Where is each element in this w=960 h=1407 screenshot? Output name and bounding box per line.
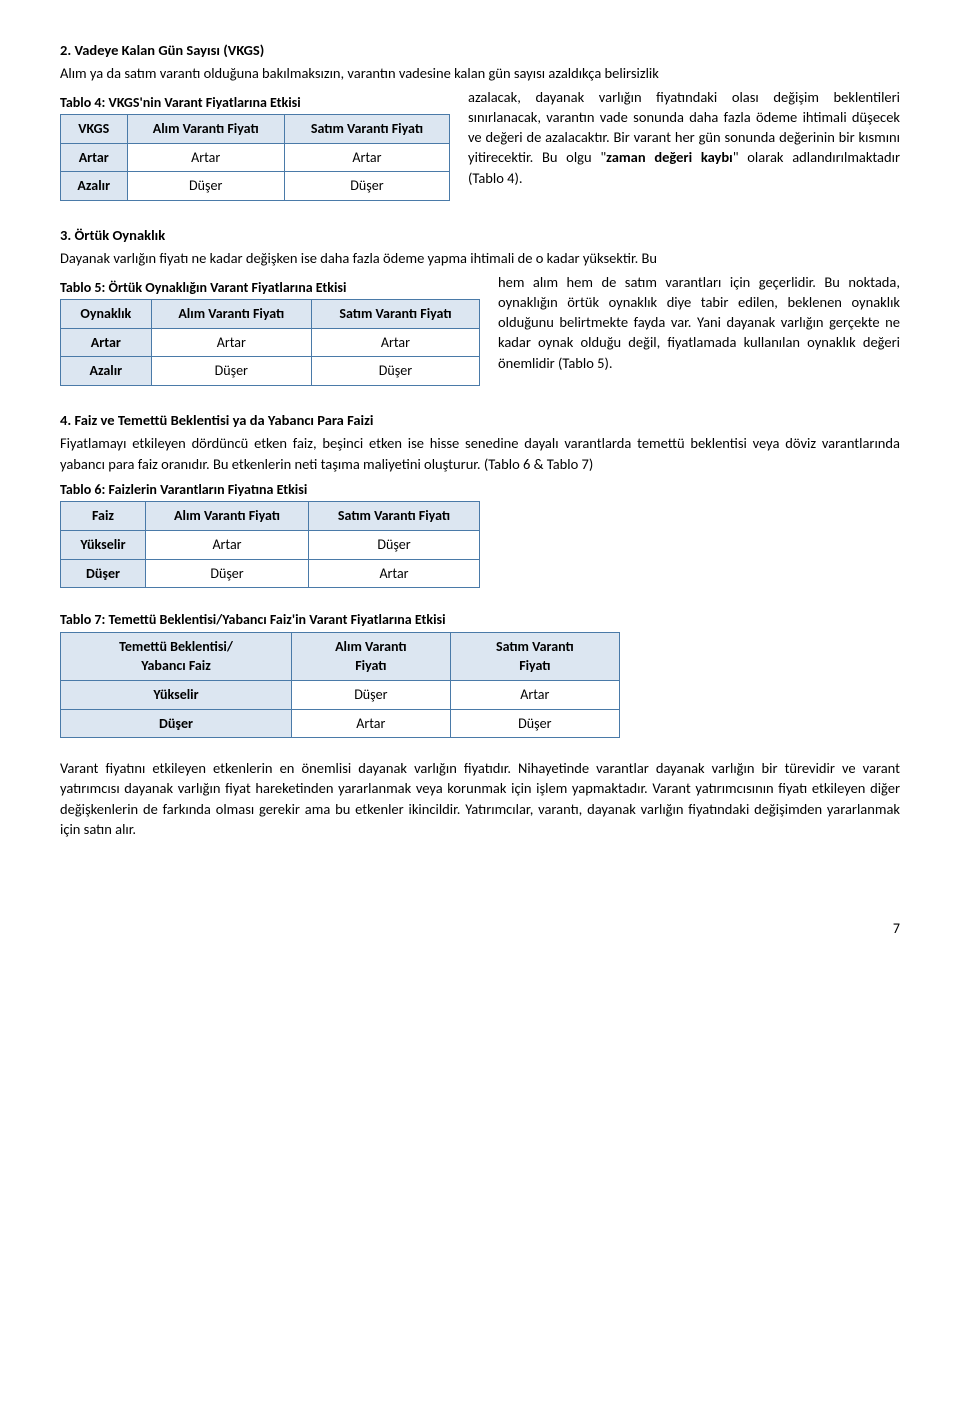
col-header: Alım Varantı Fiyatı [151,300,311,329]
table-4: Tablo 4: VKGS'nin Varant Fiyatlarına Etk… [60,93,450,201]
cell: Düşer [146,559,309,588]
table-row: Oynaklık Alım Varantı Fiyatı Satım Varan… [61,300,480,329]
table-caption: Tablo 5: Örtük Oynaklığın Varant Fiyatla… [60,278,480,300]
table-caption: Tablo 6: Faizlerin Varantların Fiyatına … [60,480,480,502]
col-header: Alım Varantı Fiyatı [146,502,309,531]
cell: Düşer [292,680,451,709]
table-row: Yükselir Artar Düşer [61,531,480,560]
row-header: Yükselir [61,531,146,560]
cell: Artar [127,143,284,172]
section-vkgs: 2. Vadeye Kalan Gün Sayısı (VKGS) Alım y… [60,40,900,205]
col-header: Satım Varantı Fiyatı [309,502,480,531]
body-text: Fiyatlamayı etkileyen dördüncü etken fai… [60,433,900,474]
cell: Düşer [450,709,619,738]
cell: Düşer [284,172,449,201]
col-header: Oynaklık [61,300,152,329]
intro-text: Alım ya da satım varantı olduğuna bakılm… [60,63,900,83]
cell: Düşer [311,357,479,386]
table-row: Düşer Artar Düşer [61,709,620,738]
table-row: Düşer Düşer Artar [61,559,480,588]
table-caption: Tablo 7: Temettü Beklentisi/Yabancı Faiz… [60,610,620,632]
header-line: Satım Varantı [496,638,574,655]
row-header: Artar [61,328,152,357]
section-faiz: 4. Faiz ve Temettü Beklentisi ya da Yaba… [60,410,900,738]
section-heading: 4. Faiz ve Temettü Beklentisi ya da Yaba… [85,410,900,430]
row-header: Yükselir [61,680,292,709]
body-text: azalacak, dayanak varlığın fiyatındaki o… [468,87,900,188]
table-row: Artar Artar Artar [61,143,450,172]
header-line: Yabancı Faiz [141,657,211,674]
col-header: Satım Varantı Fiyatı [284,115,449,144]
header-line: Fiyatı [519,657,550,674]
table-row: Yükselir Düşer Artar [61,680,620,709]
table-row: Artar Artar Artar [61,328,480,357]
cell: Artar [450,680,619,709]
col-header: Alım Varantı Fiyatı [292,632,451,680]
table-row: Azalır Düşer Düşer [61,172,450,201]
row-header: Düşer [61,709,292,738]
col-header: VKGS [61,115,128,144]
header-line: Fiyatı [355,657,386,674]
col-header: Alım Varantı Fiyatı [127,115,284,144]
section-heading: 3. Örtük Oynaklık [85,225,900,245]
table-7: Tablo 7: Temettü Beklentisi/Yabancı Faiz… [60,610,620,738]
row-header: Artar [61,143,128,172]
col-header: Faiz [61,502,146,531]
table-row: Faiz Alım Varantı Fiyatı Satım Varantı F… [61,502,480,531]
section-heading: 2. Vadeye Kalan Gün Sayısı (VKGS) [85,40,900,60]
cell: Artar [146,531,309,560]
row-header: Azalır [61,172,128,201]
col-header: Satım Varantı Fiyatı [450,632,619,680]
col-header: Temettü Beklentisi/ Yabancı Faiz [61,632,292,680]
table-5: Tablo 5: Örtük Oynaklığın Varant Fiyatla… [60,278,480,386]
header-line: Alım Varantı [335,638,407,655]
cell: Düşer [309,531,480,560]
table-row: Temettü Beklentisi/ Yabancı Faiz Alım Va… [61,632,620,680]
section-oynaklik: 3. Örtük Oynaklık Dayanak varlığın fiyat… [60,225,900,390]
table-row: VKGS Alım Varantı Fiyatı Satım Varantı F… [61,115,450,144]
body-text: hem alım hem de satım varantları için ge… [498,272,900,373]
header-line: Temettü Beklentisi/ [119,638,233,655]
cell: Düşer [151,357,311,386]
row-header: Azalır [61,357,152,386]
table-6: Tablo 6: Faizlerin Varantların Fiyatına … [60,480,480,588]
intro-text: Dayanak varlığın fiyatı ne kadar değişke… [60,248,900,268]
row-header: Düşer [61,559,146,588]
col-header: Satım Varantı Fiyatı [311,300,479,329]
closing-paragraph: Varant fiyatını etkileyen etkenlerin en … [60,758,900,839]
cell: Artar [151,328,311,357]
page-number: 7 [60,919,900,939]
cell: Artar [292,709,451,738]
table-row: Azalır Düşer Düşer [61,357,480,386]
cell: Artar [311,328,479,357]
cell: Artar [309,559,480,588]
cell: Düşer [127,172,284,201]
cell: Artar [284,143,449,172]
table-caption: Tablo 4: VKGS'nin Varant Fiyatlarına Etk… [60,93,450,115]
